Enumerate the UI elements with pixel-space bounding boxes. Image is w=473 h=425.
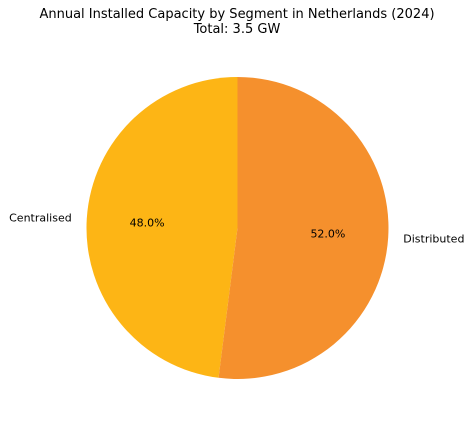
chart-subtitle: Total: 3.5 GW bbox=[193, 22, 281, 37]
percent-label-centralised: 48.0% bbox=[130, 216, 165, 229]
chart-title: Annual Installed Capacity by Segment in … bbox=[39, 7, 434, 22]
slice-label-distributed: Distributed bbox=[403, 232, 464, 245]
pie-slice-distributed bbox=[218, 77, 389, 379]
slice-label-centralised: Centralised bbox=[9, 212, 72, 225]
pie-labels: Centralised 48.0% Distributed 52.0% bbox=[9, 212, 464, 246]
percent-label-distributed: 52.0% bbox=[310, 228, 345, 241]
pie-slice-centralised bbox=[86, 76, 238, 378]
pie-slices bbox=[86, 76, 389, 379]
